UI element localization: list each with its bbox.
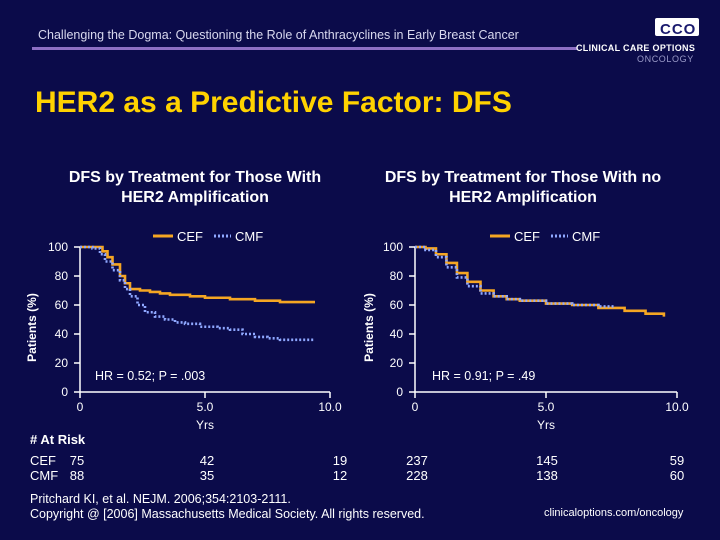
left-legend-label-cmf: CMF xyxy=(235,229,263,244)
right-series-cef xyxy=(415,245,666,317)
left-x-axis-label: Yrs xyxy=(196,418,214,432)
left-x-tick-label-10: 10.0 xyxy=(318,400,342,414)
left-y-tick-label-40: 40 xyxy=(55,327,69,341)
right-y-axis-label: Patients (%) xyxy=(362,293,376,362)
slide-title: HER2 as a Predictive Factor: DFS xyxy=(35,86,512,119)
left-series-cmf xyxy=(80,245,315,342)
at-risk-left-cmf-5: 35 xyxy=(199,468,215,483)
at-risk-right-cef-5: 145 xyxy=(536,453,558,468)
left-y-tick-label-20: 20 xyxy=(55,356,69,370)
left-y-tick-label-80: 80 xyxy=(55,269,69,283)
left-x-tick-label-0: 0 xyxy=(77,400,84,414)
at-risk-label-cef: CEF xyxy=(30,453,56,468)
at-risk-header: # At Risk xyxy=(30,432,86,447)
left-y-axis-label: Patients (%) xyxy=(25,293,39,362)
right-y-tick-label-0: 0 xyxy=(396,385,403,399)
at-risk-label-cmf: CMF xyxy=(30,468,59,483)
at-risk-left-cmf-0: 88 xyxy=(69,468,85,483)
left-y-tick-label-100: 100 xyxy=(48,240,68,254)
left-series-cef xyxy=(80,245,315,304)
right-x-tick-label-0: 0 xyxy=(412,400,419,414)
left-legend-label-cef: CEF xyxy=(177,229,203,244)
right-y-tick-label-40: 40 xyxy=(390,327,404,341)
at-risk-right-cmf-0: 228 xyxy=(406,468,428,483)
presentation-title: Challenging the Dogma: Questioning the R… xyxy=(38,28,519,42)
left-hr-annotation: HR = 0.52; P = .003 xyxy=(95,369,205,383)
left-y-tick-label-60: 60 xyxy=(55,298,69,312)
right-x-axis-label: Yrs xyxy=(537,418,555,432)
at-risk-right-cef-0: 237 xyxy=(406,453,428,468)
at-risk-right-cmf-10: 60 xyxy=(669,468,685,483)
at-risk-left-cef-0: 75 xyxy=(69,453,85,468)
right-y-tick-label-60: 60 xyxy=(390,298,404,312)
right-legend-label-cmf: CMF xyxy=(572,229,600,244)
at-risk-left-cmf-10: 12 xyxy=(332,468,348,483)
citation: Pritchard KI, et al. NEJM. 2006;354:2103… xyxy=(30,492,425,521)
right-y-tick-label-80: 80 xyxy=(390,269,404,283)
right-series-cmf xyxy=(415,245,615,308)
right-x-tick-label-10: 10.0 xyxy=(665,400,689,414)
left-chart-title: DFS by Treatment for Those With HER2 Amp… xyxy=(68,169,322,206)
right-x-tick-label-5: 5.0 xyxy=(538,400,555,414)
right-hr-annotation: HR = 0.91; P = .49 xyxy=(432,369,535,383)
at-risk-left-cef-5: 42 xyxy=(199,453,215,468)
left-y-tick-label-0: 0 xyxy=(61,385,68,399)
logo-badge xyxy=(655,18,699,36)
header-divider xyxy=(32,47,577,50)
right-chart-title: DFS by Treatment for Those With no HER2 … xyxy=(384,169,662,206)
left-x-tick-label-5: 5.0 xyxy=(197,400,214,414)
at-risk-right-cef-10: 59 xyxy=(669,453,685,468)
logo-line-2: ONCOLOGY xyxy=(637,54,694,64)
logo-line-1: CLINICAL CARE OPTIONS xyxy=(576,43,696,53)
at-risk-right-cmf-5: 138 xyxy=(536,468,558,483)
right-y-tick-label-100: 100 xyxy=(383,240,403,254)
right-y-tick-label-20: 20 xyxy=(390,356,404,370)
site-link[interactable]: clinicaloptions.com/oncology xyxy=(544,507,684,519)
logo-mark: CCO xyxy=(660,21,697,38)
at-risk-left-cef-10: 19 xyxy=(332,453,348,468)
right-legend-label-cef: CEF xyxy=(514,229,540,244)
